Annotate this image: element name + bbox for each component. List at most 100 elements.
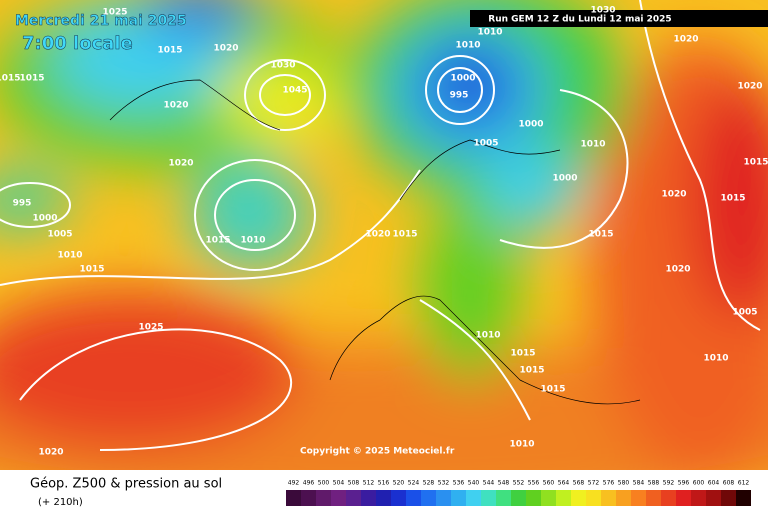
- scale-label: 560: [543, 480, 555, 487]
- scale-swatch: [691, 490, 706, 506]
- scale-label: 600: [693, 480, 705, 487]
- scale-label: 556: [528, 480, 540, 487]
- scale-label: 572: [588, 480, 600, 487]
- isobar-label: 1000: [450, 74, 475, 84]
- scale-swatch: [406, 490, 421, 506]
- isobar-label: 1020: [365, 230, 390, 240]
- scale-swatch: [721, 490, 736, 506]
- isobar-label: 1010: [580, 140, 605, 150]
- isobar-label: 1000: [32, 214, 57, 224]
- scale-label: 580: [618, 480, 630, 487]
- scale-label: 500: [318, 480, 330, 487]
- isobar-label: 1010: [455, 41, 480, 51]
- scale-swatch: [661, 490, 676, 506]
- scale-swatch: [676, 490, 691, 506]
- date-text: Mercredi 21 mai 2025: [15, 13, 187, 29]
- scale-label: 588: [648, 480, 660, 487]
- scale-label: 592: [663, 480, 675, 487]
- copyright: Copyright © 2025 Meteociel.fr: [300, 447, 455, 457]
- isobar-label: 1015: [392, 230, 417, 240]
- run-text: Run GEM 12 Z du Lundi 12 mai 2025: [488, 15, 671, 25]
- scale-swatch: [346, 490, 361, 506]
- isobar-label: 1020: [661, 190, 686, 200]
- isobar-label: 995: [450, 91, 469, 101]
- footer-title: Géop. Z500 & pression au sol: [30, 477, 222, 492]
- scale-swatch: [706, 490, 721, 506]
- scale-swatch: [466, 490, 481, 506]
- scale-swatch: [631, 490, 646, 506]
- footer-subtitle: (+ 210h): [38, 497, 83, 508]
- isobar-label: 1005: [47, 230, 72, 240]
- scale-label: 492: [288, 480, 300, 487]
- isobars: [0, 0, 761, 451]
- isobar-label: 1030: [270, 61, 295, 71]
- scale-swatch: [586, 490, 601, 506]
- scale-swatch: [601, 490, 616, 506]
- isobar-label: 1000: [518, 120, 543, 130]
- isobar-label: 1015: [0, 74, 21, 84]
- scale-swatch: [616, 490, 631, 506]
- scale-swatch: [301, 490, 316, 506]
- scale-label: 544: [483, 480, 495, 487]
- scale-label: 576: [603, 480, 615, 487]
- isobar-label: 1005: [473, 139, 498, 149]
- scale-label: 540: [468, 480, 480, 487]
- isobar-label: 1020: [168, 159, 193, 169]
- isobar-label: 1020: [673, 35, 698, 45]
- scale-swatch: [646, 490, 661, 506]
- scale-label: 584: [633, 480, 645, 487]
- scale-swatch: [496, 490, 511, 506]
- scale-swatch: [391, 490, 406, 506]
- isobar-label: 1020: [737, 82, 762, 92]
- scale-label: 508: [348, 480, 360, 487]
- scale-swatch: [556, 490, 571, 506]
- scale-swatch: [376, 490, 391, 506]
- isobar-labels: 1025101510201015101510201030104510101030…: [0, 6, 768, 458]
- scale-swatch: [316, 490, 331, 506]
- isobar-label: 1010: [475, 331, 500, 341]
- scale-swatch: [331, 490, 346, 506]
- scale-swatch: [421, 490, 436, 506]
- isobar-label: 1015: [157, 46, 182, 56]
- isobar-label: 1045: [282, 86, 307, 96]
- isobar-label: 1015: [588, 230, 613, 240]
- isobar-label: 1010: [240, 236, 265, 246]
- scale-label: 496: [303, 480, 315, 487]
- scale-swatch: [436, 490, 451, 506]
- isobar-label: 1020: [213, 44, 238, 54]
- scale-swatch: [481, 490, 496, 506]
- isobar-label: 1025: [102, 8, 127, 18]
- isobar-label: 1015: [743, 158, 768, 168]
- isobar-label: 1000: [552, 174, 577, 184]
- isobar-label: 1015: [519, 366, 544, 376]
- isobar-label: 1020: [665, 265, 690, 275]
- isobar-label: 1020: [163, 101, 188, 111]
- scale-label: 612: [738, 480, 750, 487]
- color-scale: 492 496 500 504 508 512 516 520 524 528 532 536 540 5…: [286, 480, 751, 506]
- scale-swatch: [286, 490, 301, 506]
- isobar-label: 995: [13, 199, 32, 209]
- isobar-label: 1015: [79, 265, 104, 275]
- scale-label: 568: [573, 480, 585, 487]
- scale-label: 536: [453, 480, 465, 487]
- scale-label: 520: [393, 480, 405, 487]
- isobar-label: 1010: [477, 28, 502, 38]
- scale-label: 504: [333, 480, 345, 487]
- scale-swatch: [361, 490, 376, 506]
- isobar-label: 1015: [540, 385, 565, 395]
- isobar-label: 1010: [703, 354, 728, 364]
- isobar-label: 1015: [720, 194, 745, 204]
- scale-swatch: [541, 490, 556, 506]
- scale-swatch: [571, 490, 586, 506]
- isobar-label: 1015: [19, 74, 44, 84]
- scale-label: 512: [363, 480, 375, 487]
- scale-swatch: [451, 490, 466, 506]
- run-box: [470, 10, 768, 27]
- isobar-label: 1015: [205, 236, 230, 246]
- isobar-label: 1010: [57, 251, 82, 261]
- isobar-label: 1005: [732, 308, 757, 318]
- isobar-label: 1025: [138, 323, 163, 333]
